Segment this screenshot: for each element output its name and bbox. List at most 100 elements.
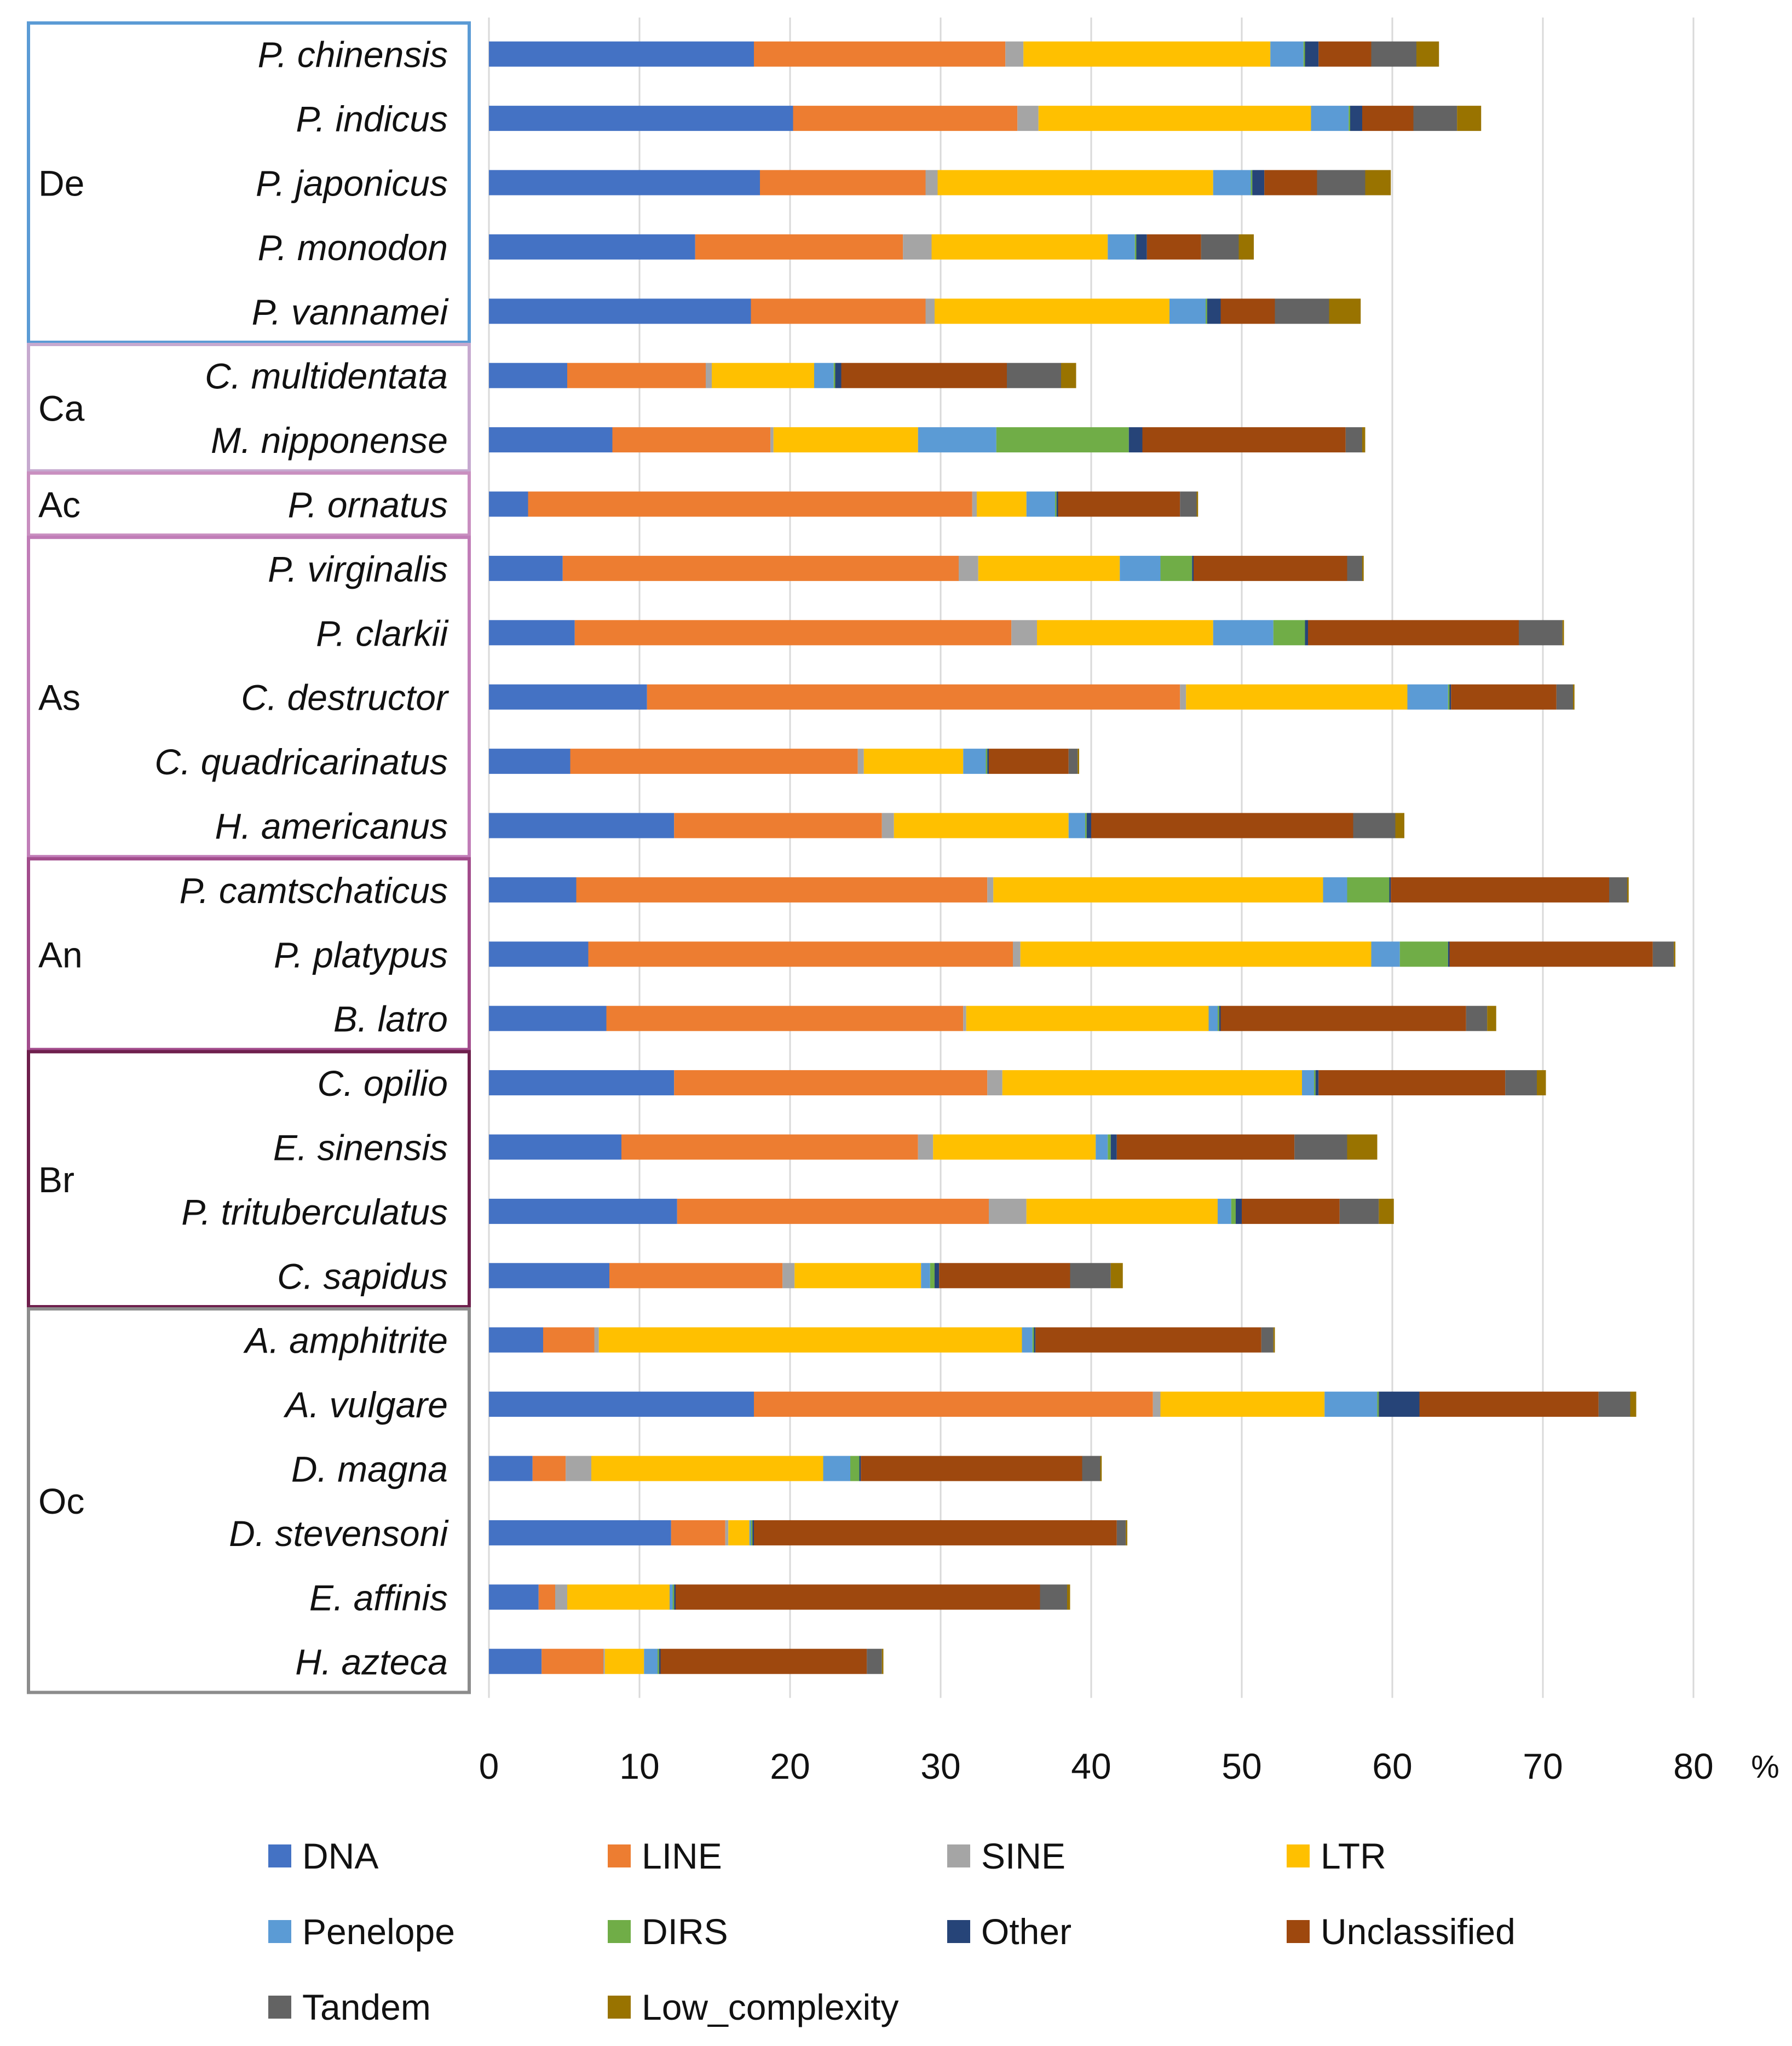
bar-p-indicus-line bbox=[793, 106, 1018, 131]
species-label-p-indicus: P. indicus bbox=[296, 99, 448, 139]
bar-p-indicus-penelope bbox=[1311, 106, 1349, 131]
bar-c-destructor-unclassified bbox=[1451, 684, 1557, 710]
bar-p-ornatus-unclassified bbox=[1058, 491, 1180, 517]
species-labels: P. chinensis P. indicus P. japonicus P. mon… bbox=[154, 35, 450, 1682]
bar-p-monodon-ltr bbox=[931, 234, 1108, 260]
bar-b-latro-unclassified bbox=[1220, 1005, 1466, 1031]
bar-c-quadricarinatus-ltr bbox=[863, 749, 964, 774]
bar-p-trituberculatus-sine bbox=[989, 1198, 1027, 1224]
bar-a-vulgare-other bbox=[1379, 1392, 1420, 1417]
bar-e-sinensis-dirs bbox=[1108, 1134, 1111, 1160]
bar-p-virginalis-low-complexity bbox=[1362, 555, 1364, 581]
species-label-e-affinis: E. affinis bbox=[309, 1577, 448, 1618]
bar-c-opilio-ltr bbox=[1002, 1070, 1302, 1096]
group-box-as bbox=[27, 536, 471, 859]
legend-item-other: Other bbox=[947, 1911, 1071, 1952]
bar-e-sinensis-other bbox=[1110, 1134, 1117, 1160]
bar-p-chinensis-penelope bbox=[1270, 41, 1304, 67]
species-label-d-stevensoni: D. stevensoni bbox=[229, 1513, 449, 1554]
bar-p-ornatus-other bbox=[1056, 491, 1058, 517]
x-tick-label-60: 60 bbox=[1372, 1746, 1412, 1786]
legend: DNA LINE SINE LTR Penelope DIRS Other Unclassif… bbox=[268, 1836, 1516, 2027]
group-boxes: De Ca Ac As An Br Oc bbox=[27, 21, 471, 1694]
bar-d-magna-low-complexity bbox=[1100, 1456, 1102, 1481]
bar-h-azteca-dna bbox=[489, 1648, 542, 1674]
bar-p-ornatus-low-complexity bbox=[1196, 491, 1198, 517]
bar-p-monodon-low-complexity bbox=[1238, 234, 1254, 260]
bar-a-amphitrite-unclassified bbox=[1035, 1327, 1261, 1353]
bar-c-multidentata-low-complexity bbox=[1061, 363, 1076, 388]
bar-c-sapidus-ltr bbox=[794, 1263, 921, 1289]
bar-c-sapidus-low-complexity bbox=[1110, 1263, 1123, 1289]
bar-m-nipponense-penelope bbox=[918, 427, 996, 453]
bar-d-magna-dna bbox=[489, 1456, 533, 1481]
bar-p-ornatus-dirs bbox=[1055, 491, 1057, 517]
bar-c-sapidus-other bbox=[935, 1263, 940, 1289]
bar-p-japonicus-line bbox=[760, 170, 926, 196]
bar-m-nipponense-dna bbox=[489, 427, 613, 453]
bar-p-virginalis-ltr bbox=[978, 555, 1120, 581]
bar-p-camtschaticus-penelope bbox=[1323, 877, 1347, 903]
bar-b-latro-low-complexity bbox=[1487, 1005, 1496, 1031]
bar-p-virginalis-dirs bbox=[1160, 555, 1192, 581]
bar-p-chinensis-low-complexity bbox=[1416, 41, 1439, 67]
bar-c-sapidus-line bbox=[609, 1263, 783, 1289]
bar-c-multidentata-line bbox=[567, 363, 706, 388]
bar-p-chinensis-dirs bbox=[1303, 41, 1305, 67]
bar-c-quadricarinatus-sine bbox=[857, 749, 864, 774]
bar-d-stevensoni-ltr bbox=[728, 1520, 750, 1545]
bar-e-affinis-dna bbox=[489, 1584, 539, 1610]
bar-h-azteca-low-complexity bbox=[881, 1648, 884, 1674]
bar-p-ornatus-line bbox=[528, 491, 972, 517]
bar-e-sinensis-ltr bbox=[933, 1134, 1096, 1160]
bar-c-sapidus-unclassified bbox=[939, 1263, 1070, 1289]
group-box-an bbox=[27, 857, 471, 1051]
bar-a-amphitrite-ltr bbox=[598, 1327, 1022, 1353]
bar-h-azteca-dirs bbox=[658, 1648, 659, 1674]
legend-label-sine: SINE bbox=[981, 1836, 1065, 1876]
grid-lines bbox=[488, 18, 1695, 1698]
bar-p-ornatus-ltr bbox=[977, 491, 1027, 517]
bar-e-affinis-low-complexity bbox=[1067, 1584, 1070, 1610]
species-label-e-sinensis: E. sinensis bbox=[273, 1128, 448, 1168]
bar-h-americanus-dna bbox=[489, 813, 675, 838]
bar-d-magna-sine bbox=[566, 1456, 591, 1481]
bar-d-stevensoni-dirs bbox=[751, 1520, 753, 1545]
bar-p-monodon-line bbox=[695, 234, 903, 260]
bar-p-japonicus-ltr bbox=[937, 170, 1213, 196]
bar-c-quadricarinatus-tandem bbox=[1068, 749, 1078, 774]
bar-m-nipponense-sine bbox=[770, 427, 774, 453]
legend-label-other: Other bbox=[981, 1911, 1071, 1952]
legend-item-line: LINE bbox=[608, 1836, 722, 1876]
species-label-p-virginalis: P. virginalis bbox=[268, 549, 448, 589]
bar-a-amphitrite-dna bbox=[489, 1327, 543, 1353]
bar-p-monodon-other bbox=[1136, 234, 1147, 260]
bar-a-amphitrite-line bbox=[543, 1327, 595, 1353]
bar-p-indicus-dirs bbox=[1349, 106, 1350, 131]
bar-p-camtschaticus-low-complexity bbox=[1627, 877, 1629, 903]
bar-c-destructor-penelope bbox=[1407, 684, 1448, 710]
bar-p-japonicus-penelope bbox=[1213, 170, 1251, 196]
bar-p-platypus-low-complexity bbox=[1674, 941, 1675, 967]
bar-c-sapidus-dna bbox=[489, 1263, 609, 1289]
bar-p-ornatus-tandem bbox=[1180, 491, 1197, 517]
bar-b-latro-ltr bbox=[966, 1005, 1209, 1031]
bar-p-japonicus-dirs bbox=[1251, 170, 1253, 196]
bar-c-opilio-tandem bbox=[1505, 1070, 1537, 1096]
bar-m-nipponense-ltr bbox=[773, 427, 918, 453]
bar-c-opilio-unclassified bbox=[1318, 1070, 1506, 1096]
bar-p-clarkii-other bbox=[1305, 620, 1308, 646]
species-label-p-chinensis: P. chinensis bbox=[258, 35, 448, 75]
bar-c-multidentata-dna bbox=[489, 363, 567, 388]
bar-c-opilio-dna bbox=[489, 1070, 675, 1096]
bar-d-stevensoni-dna bbox=[489, 1520, 671, 1545]
bar-p-camtschaticus-tandem bbox=[1609, 877, 1627, 903]
bar-a-amphitrite-penelope bbox=[1022, 1327, 1033, 1353]
bar-p-vannamei-line bbox=[751, 298, 926, 324]
bar-d-magna-line bbox=[532, 1456, 566, 1481]
bar-c-quadricarinatus-low-complexity bbox=[1077, 749, 1079, 774]
bar-p-japonicus-dna bbox=[489, 170, 760, 196]
bar-e-affinis-penelope bbox=[670, 1584, 673, 1610]
bar-p-japonicus-low-complexity bbox=[1365, 170, 1391, 196]
